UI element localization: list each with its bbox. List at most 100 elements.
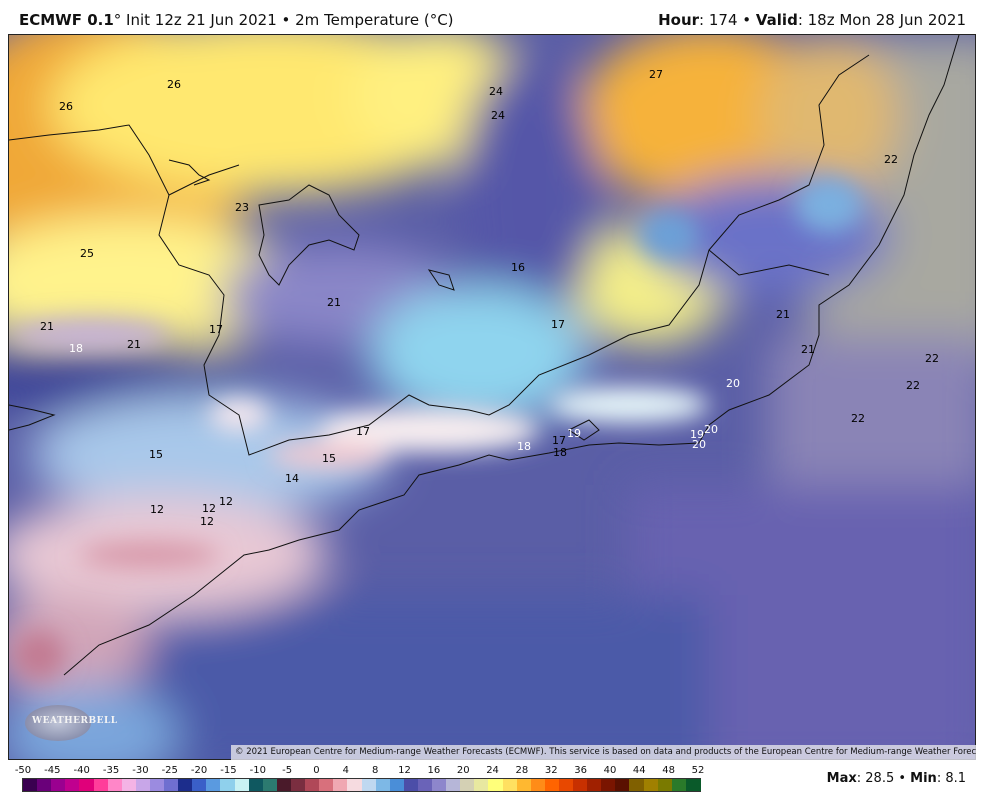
isotherm-label: 17 (551, 318, 565, 331)
isotherm-label: 22 (851, 412, 865, 425)
weatherbell-logo-text: WEATHERBELL (32, 716, 118, 726)
max-value: : 28.5 • (856, 771, 911, 786)
isotherm-label: 26 (59, 100, 73, 113)
isotherm-label: 24 (491, 109, 505, 122)
colorbar-swatch (51, 779, 66, 791)
colorbar-tick-label: -30 (132, 765, 149, 776)
colorbar-swatch (417, 779, 433, 791)
colorbar-swatch (474, 779, 490, 791)
colorbar-tick-label: 0 (313, 765, 320, 776)
colorbar-swatch (432, 779, 447, 791)
isotherm-label: 17 (356, 425, 370, 438)
colorbar-swatch (23, 779, 38, 791)
colorbar-swatch (206, 779, 222, 791)
isotherm-label: 20 (704, 423, 718, 436)
temperature-map[interactable]: 26 26 24 24 27 22 23 25 16 21 21 17 17 21 21 18 21 22 20 22… (8, 34, 976, 760)
colorbar-swatch (446, 779, 461, 791)
isotherm-label: 15 (149, 448, 163, 461)
colorbar-swatch (262, 779, 278, 791)
colorbar-swatch (65, 779, 81, 791)
colorbar-swatch (629, 779, 645, 791)
isotherm-label: 21 (801, 343, 815, 356)
isotherm-label: 12 (202, 502, 216, 515)
colorbar-swatch (234, 779, 250, 791)
min-value: : 8.1 (936, 771, 966, 786)
colorbar-swatch (502, 779, 518, 791)
colorbar-swatch (375, 779, 391, 791)
isotherm-label: 17 (552, 434, 566, 447)
isotherm-label: 16 (511, 261, 525, 274)
colorbar-tick-label: 24 (486, 765, 499, 776)
isotherm-label: 18 (517, 440, 531, 453)
isotherm-label: 26 (167, 78, 181, 91)
colorbar-swatch (601, 779, 616, 791)
colorbar-swatch (319, 779, 334, 791)
isotherm-label: 14 (285, 472, 299, 485)
isotherm-label: 15 (322, 452, 336, 465)
valid-info: Hour: 174 • Valid: 18z Mon 28 Jun 2021 (658, 11, 966, 29)
isotherm-label: 20 (692, 438, 706, 451)
colorbar-swatch (164, 779, 179, 791)
colorbar-tick-label: 32 (544, 765, 558, 776)
copyright-notice: © 2021 European Centre for Medium-range … (231, 745, 976, 760)
isotherm-label: 20 (726, 377, 740, 390)
colorbar-swatch (149, 779, 165, 791)
colorbar-swatch (121, 779, 137, 791)
isotherm-label: 22 (925, 352, 939, 365)
temperature-colorbar (22, 778, 701, 792)
colorbar-tick-label: -45 (44, 765, 61, 776)
colorbar-swatch (37, 779, 52, 791)
weatherbell-logo (25, 705, 91, 741)
isotherm-label: 21 (327, 296, 341, 309)
colorbar-tick-label: 12 (398, 765, 411, 776)
isotherm-label: 18 (553, 446, 567, 459)
colorbar-tick-label: -5 (282, 765, 293, 776)
colorbar-swatch (178, 779, 193, 791)
colorbar-swatch (615, 779, 631, 791)
isotherm-label: 24 (489, 85, 503, 98)
colorbar-swatch (389, 779, 405, 791)
colorbar-swatch (276, 779, 292, 791)
colorbar-tick-label: 20 (456, 765, 470, 776)
colorbar-tick-label: -20 (190, 765, 208, 776)
isotherm-label: 25 (80, 247, 94, 260)
isotherm-labels: 26 26 24 24 27 22 23 25 16 21 21 17 17 21 21 18 21 22 20 22… (40, 68, 939, 528)
colorbar-swatch (333, 779, 348, 791)
colorbar-swatch (248, 779, 264, 791)
colorbar-tick-label: 28 (515, 765, 529, 776)
isotherm-label: 12 (219, 495, 233, 508)
isotherm-label: 19 (567, 427, 581, 440)
colorbar-tick-label: -10 (249, 765, 266, 776)
colorbar-swatch (643, 779, 659, 791)
colorbar-tick-label: 40 (603, 765, 617, 776)
colorbar-swatch (107, 779, 123, 791)
isotherm-label: 19 (690, 428, 704, 441)
colorbar-swatch (93, 779, 109, 791)
temperature-field (9, 35, 975, 759)
colorbar-swatch (460, 779, 475, 791)
isotherm-label: 27 (649, 68, 663, 81)
colorbar-swatch (558, 779, 574, 791)
max-min-readout: Max: 28.5 • Min: 8.1 (827, 771, 966, 786)
colorbar-swatch (192, 779, 207, 791)
coastline (9, 35, 960, 676)
colorbar-tick-label: 4 (342, 765, 349, 776)
isotherm-label: 21 (776, 308, 790, 321)
colorbar-swatch (685, 779, 701, 791)
temperature-detail (9, 177, 863, 679)
colorbar-swatch (361, 779, 377, 791)
colorbar-tick-label: -40 (73, 765, 90, 776)
hour-label: Hour (658, 11, 700, 29)
colorbar-tick-label: -25 (161, 765, 178, 776)
valid-value: : 18z Mon 28 Jun 2021 (797, 11, 966, 29)
colorbar-swatch (488, 779, 504, 791)
header: ECMWF 0.1° Init 12z 21 Jun 2021 • 2m Tem… (0, 0, 984, 34)
colorbar-tick-label: -15 (220, 765, 237, 776)
colorbar-swatch (530, 779, 546, 791)
map-canvas: 26 26 24 24 27 22 23 25 16 21 21 17 17 21 21 18 21 22 20 22… (9, 35, 975, 759)
colorbar-swatch (290, 779, 306, 791)
max-label: Max (826, 771, 857, 786)
colorbar-tick-label: 44 (632, 765, 646, 776)
colorbar-swatch (671, 779, 687, 791)
colorbar-swatch (135, 779, 151, 791)
